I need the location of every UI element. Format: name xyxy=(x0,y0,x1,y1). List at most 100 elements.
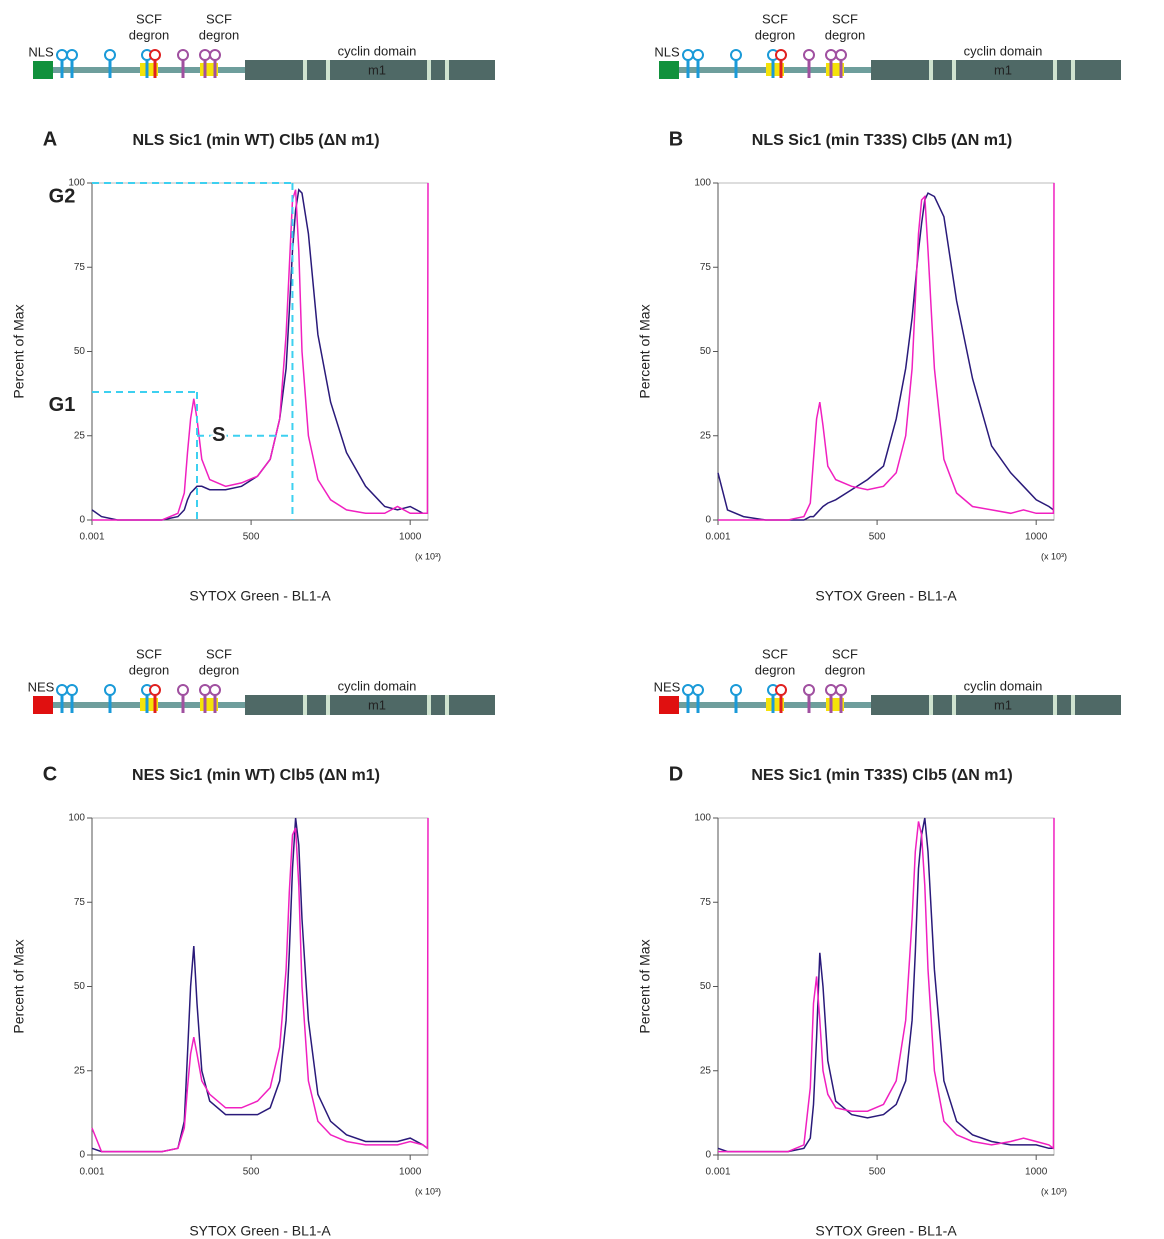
phosphosite-head xyxy=(66,49,78,61)
cyclin-domain xyxy=(245,695,495,715)
domain-stripe xyxy=(929,60,933,80)
histogram-line xyxy=(92,182,429,521)
phosphosite-head xyxy=(56,49,68,61)
signal-box xyxy=(659,696,679,714)
chart-title: NLS Sic1 (min WT) Clb5 (ΔN m1) xyxy=(132,132,379,149)
degron-label: degron xyxy=(199,662,239,677)
y-tick-label: 25 xyxy=(74,1065,86,1076)
plot-frame xyxy=(91,817,429,1156)
x-unit: (x 10³) xyxy=(1041,1186,1067,1196)
x-tick-label: 500 xyxy=(869,1167,886,1178)
phosphosite-head xyxy=(803,49,815,61)
domain-stripe xyxy=(326,60,330,80)
y-tick-label: 100 xyxy=(694,178,711,189)
phosphosite-head xyxy=(803,684,815,696)
domain-stripe xyxy=(427,60,431,80)
phosphosite-head xyxy=(825,684,837,696)
histogram-line xyxy=(718,182,1055,521)
domain-label: cyclin domain xyxy=(338,678,417,693)
x-axis-label: SYTOX Green - BL1-A xyxy=(815,588,957,604)
domain-stripe xyxy=(929,695,933,715)
domain-label: cyclin domain xyxy=(964,43,1043,58)
domain-stripe xyxy=(303,695,307,715)
motif-label: m1 xyxy=(368,62,386,77)
x-unit: (x 10³) xyxy=(415,1186,441,1196)
signal-box xyxy=(33,61,53,79)
x-tick-label: 1000 xyxy=(1025,1167,1048,1178)
phosphosite-head xyxy=(775,684,787,696)
degron-label: SCF xyxy=(206,646,232,661)
y-tick-label: 0 xyxy=(79,1150,85,1161)
gate-label: G2 xyxy=(49,185,76,207)
phosphosite-head xyxy=(199,684,211,696)
signal-label: NLS xyxy=(654,44,680,59)
y-tick-label: 75 xyxy=(700,262,712,273)
phosphosite-head xyxy=(682,684,694,696)
x-tick-label: 1000 xyxy=(1025,532,1048,543)
phosphosite-head xyxy=(177,684,189,696)
y-tick-label: 25 xyxy=(700,430,712,441)
domain-label: cyclin domain xyxy=(964,678,1043,693)
x-tick-label: 1000 xyxy=(399,1167,422,1178)
panel-letter: D xyxy=(669,763,683,785)
domain-stripe xyxy=(445,60,449,80)
phosphosite-head xyxy=(149,49,161,61)
x-axis-label: SYTOX Green - BL1-A xyxy=(189,1223,331,1239)
phosphosite-head xyxy=(199,49,211,61)
phosphosite-head xyxy=(682,49,694,61)
histogram-line xyxy=(718,817,1055,1153)
y-tick-label: 50 xyxy=(700,981,712,992)
histogram-line xyxy=(91,188,428,521)
x-tick-label: 0.001 xyxy=(79,532,104,543)
y-axis-label: Percent of Max xyxy=(637,939,653,1033)
phosphosite-head xyxy=(104,684,116,696)
motif-label: m1 xyxy=(994,62,1012,77)
y-tick-label: 75 xyxy=(74,897,86,908)
domain-label: cyclin domain xyxy=(338,43,417,58)
cyclin-domain xyxy=(245,60,495,80)
signal-label: NLS xyxy=(28,44,54,59)
degron-label: degron xyxy=(199,27,239,42)
y-tick-label: 50 xyxy=(700,346,712,357)
domain-stripe xyxy=(1071,60,1075,80)
chart-title: NLS Sic1 (min T33S) Clb5 (ΔN m1) xyxy=(752,132,1012,149)
y-tick-label: 100 xyxy=(694,813,711,824)
degron-label: degron xyxy=(755,27,795,42)
phosphosite-head xyxy=(209,49,221,61)
degron-label: SCF xyxy=(762,11,788,26)
x-unit: (x 10³) xyxy=(415,551,441,561)
phosphosite-head xyxy=(177,49,189,61)
panel-letter: B xyxy=(669,128,683,150)
phosphosite-head xyxy=(730,49,742,61)
degron-label: SCF xyxy=(832,11,858,26)
degron-label: SCF xyxy=(136,11,162,26)
y-tick-label: 100 xyxy=(68,178,85,189)
y-tick-label: 25 xyxy=(74,430,86,441)
plot-frame xyxy=(717,817,1055,1156)
plot-frame xyxy=(717,182,1055,521)
gate-label: G1 xyxy=(49,394,76,416)
x-tick-label: 0.001 xyxy=(705,1167,730,1178)
domain-stripe xyxy=(1071,695,1075,715)
degron-label: SCF xyxy=(762,646,788,661)
plot-frame xyxy=(91,182,429,521)
phosphosite-head xyxy=(209,684,221,696)
y-tick-label: 50 xyxy=(74,346,86,357)
domain-stripe xyxy=(1053,60,1057,80)
domain-stripe xyxy=(445,695,449,715)
signal-box xyxy=(33,696,53,714)
cyclin-domain xyxy=(871,695,1121,715)
phosphosite-head xyxy=(835,684,847,696)
y-axis-label: Percent of Max xyxy=(11,939,27,1033)
domain-stripe xyxy=(303,60,307,80)
phosphosite-head xyxy=(149,684,161,696)
phosphosite-head xyxy=(775,49,787,61)
x-tick-label: 0.001 xyxy=(705,532,730,543)
chart-title: NES Sic1 (min T33S) Clb5 (ΔN m1) xyxy=(751,767,1012,784)
cyclin-domain xyxy=(871,60,1121,80)
